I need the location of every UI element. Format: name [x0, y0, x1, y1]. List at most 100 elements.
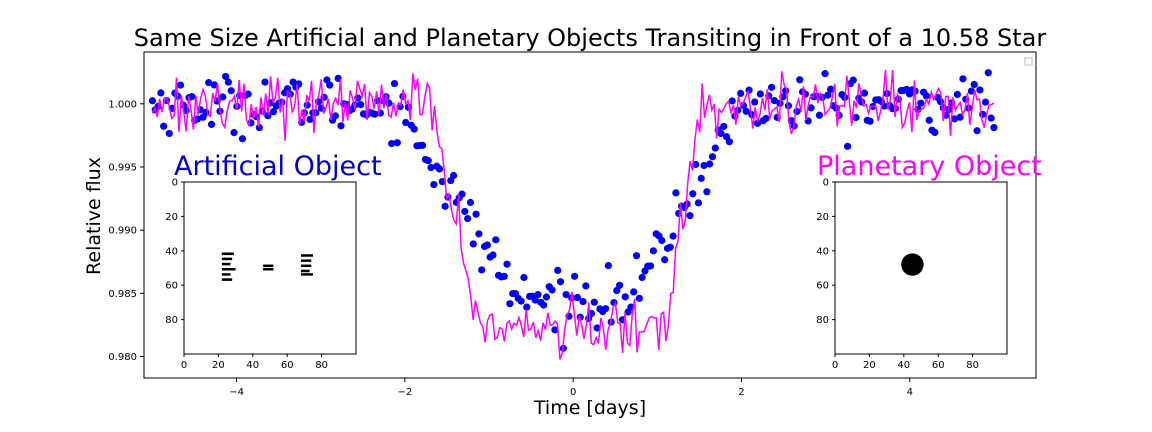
artificial-data-point [461, 207, 469, 216]
artificial-data-point [953, 90, 961, 99]
artificial-data-point [388, 139, 396, 148]
artificial-data-point [672, 189, 680, 197]
artificial-data-point [711, 144, 719, 152]
inset-title: Artificial Object [174, 151, 382, 182]
artificial-data-point [227, 87, 235, 95]
artificial-data-point [821, 70, 829, 78]
y-tick-label: 0.985 [108, 289, 137, 300]
artificial-data-point [767, 83, 776, 91]
artificial-data-point [683, 200, 691, 208]
inset-y-tick-label: 60 [165, 281, 178, 292]
artificial-data-point [556, 278, 565, 286]
artificial-data-point [357, 101, 365, 109]
artificial-data-point [708, 153, 717, 161]
artificial-data-point [390, 79, 399, 88]
artificial-data-point [548, 286, 556, 294]
artificial-data-point [922, 92, 930, 100]
artificial-data-point [393, 139, 401, 147]
y-axis: 0.980 0.985 0.990 0.995 1.000 [108, 99, 144, 363]
artificial-data-point [418, 141, 427, 149]
artificial-data-point [753, 119, 762, 127]
chart-title: Same Size Artificial and Planetary Objec… [134, 24, 1047, 52]
inset-x-tick-label: 40 [246, 360, 259, 371]
artificial-data-point [917, 99, 925, 107]
artificial-data-point [562, 290, 570, 299]
artificial-data-point [385, 99, 393, 107]
artificial-data-point [464, 214, 472, 223]
artificial-data-point [931, 128, 939, 136]
artificial-data-point [540, 301, 548, 309]
artificial-data-point [706, 160, 714, 168]
inset-y-tick-label: 20 [165, 212, 178, 223]
artificial-data-point [193, 115, 202, 123]
artificial-data-point [466, 198, 475, 207]
artificial-data-point [770, 97, 779, 105]
artificial-data-point [824, 91, 832, 99]
artificial-data-point [604, 261, 612, 270]
artificial-data-point [207, 120, 216, 128]
artificial-data-point [582, 282, 590, 290]
artificial-data-point [725, 138, 733, 146]
artificial-data-point [925, 116, 933, 124]
artificial-data-point [531, 296, 539, 304]
artificial-data-point [326, 81, 334, 89]
artificial-data-point [630, 288, 638, 296]
artificial-data-point [984, 69, 992, 77]
artificial-data-point [424, 157, 432, 165]
plot-frame [143, 51, 1037, 379]
artificial-data-point [686, 212, 694, 220]
artificial-data-point [458, 190, 466, 198]
artificial-object-pixel [300, 264, 312, 268]
artificial-data-point [506, 300, 514, 308]
artificial-data-point [520, 273, 528, 282]
inset-x-tick-label: 40 [897, 360, 910, 371]
artificial-data-point [230, 128, 238, 137]
artificial-data-point [601, 305, 610, 313]
artificial-data-point [590, 298, 598, 306]
artificial-object-pixel [263, 264, 274, 268]
artificial-data-point [483, 241, 491, 249]
x-axis-label: Time [days] [533, 397, 646, 419]
artificial-data-point [475, 230, 483, 238]
plot-area [148, 69, 998, 360]
artificial-data-point [238, 135, 247, 143]
y-tick-label: 0.990 [108, 226, 137, 237]
artificial-data-point [720, 122, 728, 131]
inset-x-tick-label: 0 [832, 360, 838, 371]
artificial-data-point [489, 251, 497, 259]
inset-y-tick-label: 80 [165, 315, 178, 326]
artificial-data-point [979, 110, 987, 118]
artificial-data-point [331, 112, 339, 120]
artificial-data-point [796, 76, 804, 84]
artificial-data-point [694, 199, 703, 207]
artificial-data-point [435, 165, 444, 173]
artificial-data-point [739, 101, 748, 110]
artificial-data-point [157, 89, 165, 97]
artificial-data-point [570, 272, 579, 280]
inset-y-tick-label: 0 [823, 178, 829, 189]
artificial-data-point [756, 90, 764, 98]
artificial-data-point [649, 247, 657, 255]
artificial-data-point [616, 281, 624, 289]
artificial-data-point [148, 97, 157, 105]
artificial-object-pixel [221, 278, 233, 281]
artificial-data-point [751, 98, 759, 106]
artificial-data-point [959, 75, 967, 83]
artificial-data-point [469, 240, 477, 248]
artificial-data-point [860, 89, 869, 97]
artificial-data-point [762, 114, 770, 123]
artificial-data-point [593, 324, 601, 332]
artificial-data-point [303, 101, 311, 109]
artificial-data-point [987, 114, 995, 122]
artificial-data-point [703, 188, 711, 196]
inset-y-tick-label: 80 [816, 315, 829, 326]
artificial-data-point [551, 326, 559, 334]
artificial-data-point [976, 86, 984, 94]
artificial-object-pixel [300, 259, 312, 262]
artificial-object-pixel [300, 254, 313, 257]
x-tick-label: 4 [907, 387, 913, 398]
x-axis: −4 −2 0 2 4 [229, 378, 913, 398]
artificial-data-point [990, 123, 998, 132]
